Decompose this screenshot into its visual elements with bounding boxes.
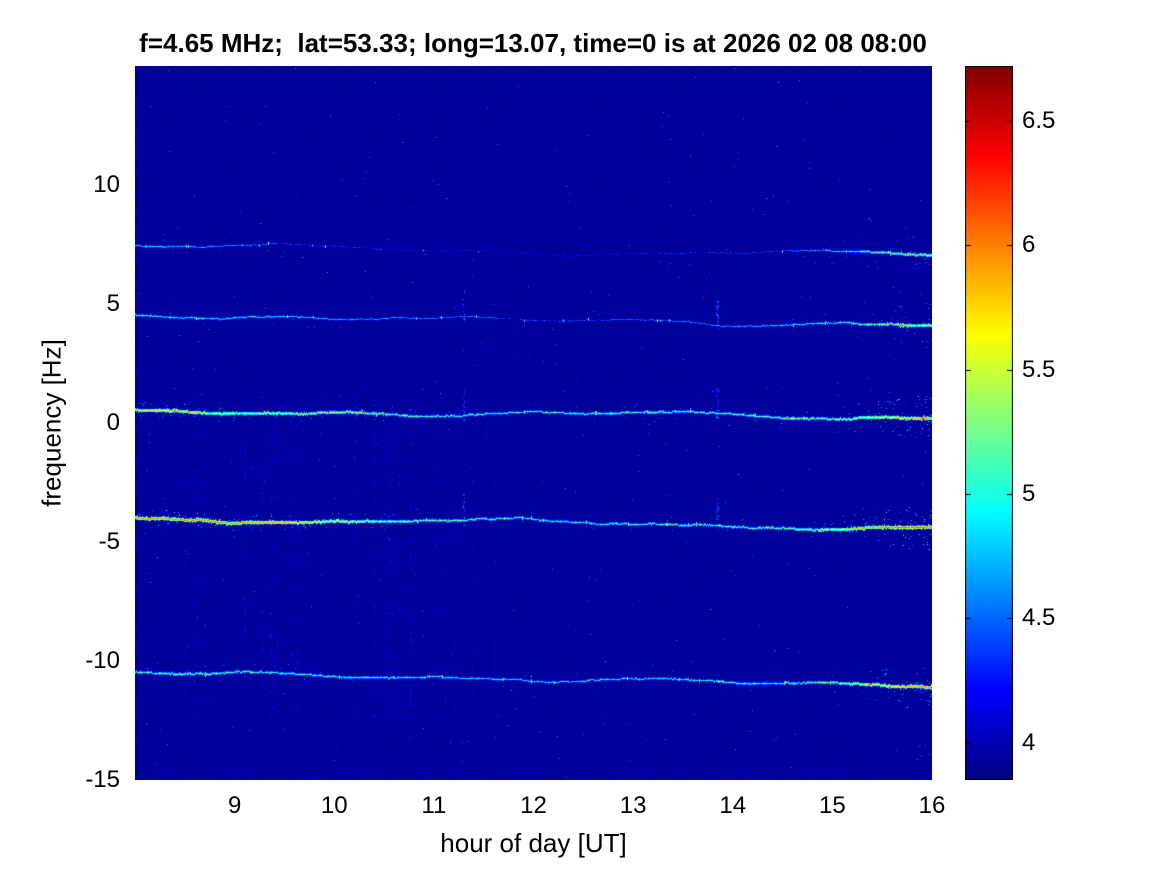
colorbar-canvas: [965, 66, 1013, 780]
x-tick-label: 11: [421, 792, 447, 819]
spectrogram-canvas: [135, 66, 932, 780]
y-tick-label: 10: [93, 171, 120, 198]
x-tick-label: 10: [320, 792, 348, 819]
colorbar-tick-label: 5.5: [1022, 355, 1056, 383]
y-tick-label: -15: [85, 766, 120, 793]
x-tick-label: 9: [227, 792, 242, 819]
colorbar-tick-label: 4.5: [1022, 604, 1056, 632]
colorbar-tick-label: 4: [1022, 728, 1036, 756]
x-tick-label: 13: [619, 792, 647, 819]
y-tick-label: -5: [98, 528, 120, 555]
colorbar-tick-label: 6.5: [1022, 106, 1056, 134]
colorbar-tick-label: 5: [1022, 479, 1036, 507]
y-tick-label: 5: [106, 290, 120, 317]
y-tick-label: -10: [85, 647, 120, 674]
colorbar-tick-label: 6: [1022, 231, 1036, 259]
x-tick-label: 16: [918, 792, 946, 819]
x-tick-label: 14: [719, 792, 747, 819]
x-axis-label: hour of day [UT]: [440, 828, 627, 858]
x-tick-label: 15: [819, 792, 846, 819]
chart-title: f=4.65 MHz; lat=53.33; long=13.07, time=…: [139, 28, 927, 58]
x-tick-label: 12: [520, 792, 547, 819]
y-tick-label: 0: [106, 409, 120, 436]
